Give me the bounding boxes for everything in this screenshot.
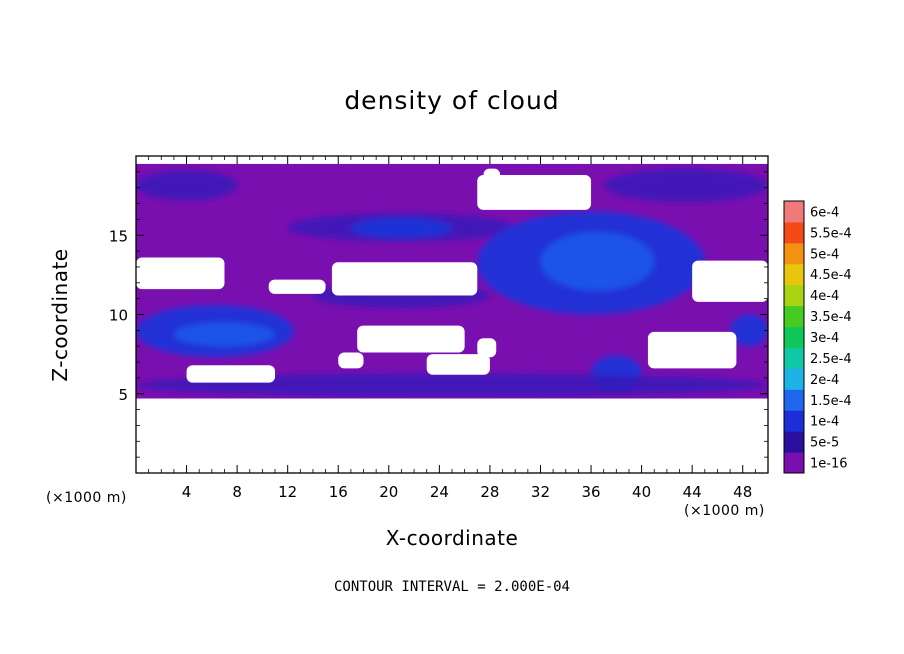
colorbar-label: 5.5e-4 xyxy=(810,226,852,241)
colorbar-swatch xyxy=(784,326,804,348)
plot-area xyxy=(136,163,768,473)
cloud-band-moderate xyxy=(136,373,768,397)
x-tick-label: 32 xyxy=(531,483,550,501)
x-tick-label: 24 xyxy=(430,483,449,501)
cloud-band-bright xyxy=(540,232,655,291)
cloud-band-high xyxy=(350,217,452,239)
colorbar-swatch xyxy=(784,221,804,244)
clear-air-patch xyxy=(136,257,225,290)
colorbar-label: 2e-4 xyxy=(810,373,839,388)
colorbar-label: 2.5e-4 xyxy=(810,352,852,367)
colorbar-swatch xyxy=(784,431,804,453)
clear-air-patch xyxy=(268,279,326,294)
clear-air-patch xyxy=(331,262,478,296)
colorbar-swatch xyxy=(784,284,804,307)
clear-air-patch xyxy=(477,338,497,358)
colorbar-swatch xyxy=(784,347,804,369)
clear-air-patch xyxy=(338,352,364,369)
cloud-band-bright xyxy=(173,322,276,347)
cloud-density-bands xyxy=(136,168,768,397)
colorbar-swatch xyxy=(784,201,804,223)
x-tick-label: 44 xyxy=(683,483,702,501)
colorbar-swatch xyxy=(784,242,804,265)
colorbar-label: 4.5e-4 xyxy=(810,268,852,283)
x-tick-label: 36 xyxy=(581,483,600,501)
colorbar-swatch xyxy=(784,452,804,474)
clear-air-patch xyxy=(426,354,490,375)
clear-air-patch xyxy=(357,325,465,353)
colorbar-label: 3e-4 xyxy=(810,331,839,346)
x-tick-label: 4 xyxy=(182,483,192,501)
cloud-band-moderate xyxy=(136,170,238,201)
colorbar-label: 5e-4 xyxy=(810,247,839,262)
contour-interval-note: CONTOUR INTERVAL = 2.000E-04 xyxy=(333,579,570,595)
colorbar: 1e-16 5e-5 1e-4 1.5e-4 2e-4 2.5e-4 3e-4 3.5e-4 4… xyxy=(783,200,852,474)
clear-air-patch xyxy=(477,175,592,210)
x-tick-label: 28 xyxy=(480,483,499,501)
y-tick-label: 5 xyxy=(118,386,128,404)
clear-air-patch xyxy=(483,168,501,180)
y-tick-label: 15 xyxy=(109,227,128,245)
colorbar-label: 1.5e-4 xyxy=(810,394,852,409)
colorbar-label: 1e-4 xyxy=(810,415,839,430)
colorbar-swatch xyxy=(784,410,804,432)
y-tick-label: 10 xyxy=(109,307,128,325)
x-axis-label: X-coordinate xyxy=(385,526,519,550)
chart-title: density of cloud xyxy=(344,86,560,115)
colorbar-swatch xyxy=(784,368,804,390)
colorbar-swatch xyxy=(784,263,804,286)
colorbar-frame xyxy=(783,200,805,474)
clear-air-patch xyxy=(136,398,768,473)
colorbar-label: 6e-4 xyxy=(810,205,839,220)
x-tick-label: 20 xyxy=(379,483,398,501)
x-tick-label: 8 xyxy=(232,483,242,501)
colorbar-label: 3.5e-4 xyxy=(810,310,852,325)
clear-air-patch xyxy=(692,260,768,302)
colorbar-swatch xyxy=(784,389,804,411)
colorbar-swatch xyxy=(784,305,804,328)
x-tick-label: 48 xyxy=(733,483,752,501)
x-tick-label: 16 xyxy=(329,483,348,501)
x-axis-unit: (×1000 m) xyxy=(684,503,765,519)
colorbar-label: 1e-16 xyxy=(810,457,848,472)
colorbar-label: 5e-5 xyxy=(810,436,839,451)
x-tick-label: 12 xyxy=(278,483,297,501)
clear-air-regions xyxy=(136,168,768,473)
cloud-band-moderate xyxy=(603,168,768,202)
y-axis-label: Z-coordinate xyxy=(48,248,72,382)
x-tick-label: 40 xyxy=(632,483,651,501)
clear-air-patch xyxy=(647,331,737,369)
clear-air-patch xyxy=(186,365,276,383)
colorbar-label: 4e-4 xyxy=(810,289,839,304)
y-axis-unit: (×1000 m) xyxy=(46,490,127,506)
cloud-band-high xyxy=(730,314,768,347)
